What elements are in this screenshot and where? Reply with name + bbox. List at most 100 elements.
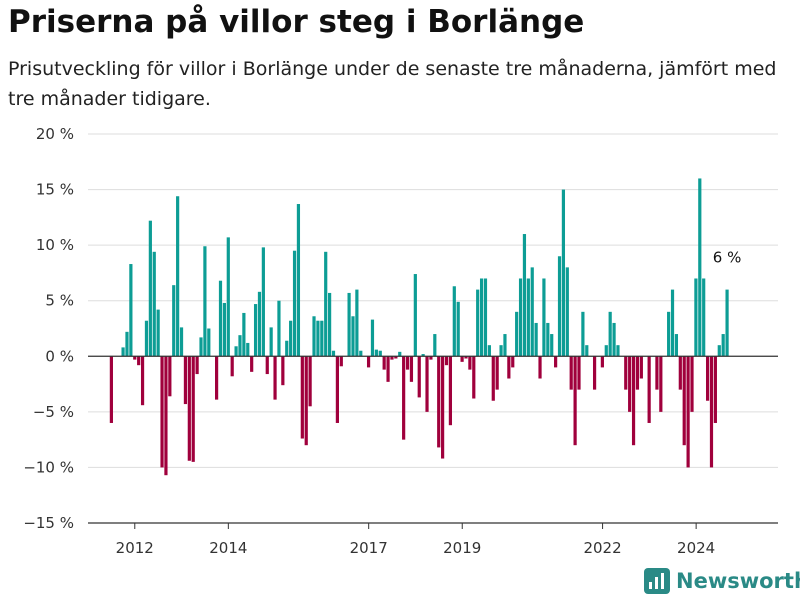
bar xyxy=(277,300,281,357)
bar xyxy=(452,286,456,357)
last-value-label: 6 % xyxy=(713,249,742,267)
bar xyxy=(507,356,511,379)
bar xyxy=(717,345,721,357)
bar xyxy=(538,356,542,379)
bar xyxy=(253,304,258,357)
bar xyxy=(409,356,414,382)
bar xyxy=(448,356,453,426)
bar xyxy=(433,334,437,357)
bar xyxy=(569,356,573,390)
y-tick-label: 20 % xyxy=(36,125,74,143)
bar xyxy=(612,322,616,357)
bar xyxy=(402,356,406,440)
bar xyxy=(705,356,710,401)
x-tick-label: 2022 xyxy=(583,539,621,557)
bar xyxy=(561,189,566,357)
bar xyxy=(292,250,297,357)
bar xyxy=(608,311,612,357)
bar xyxy=(624,356,628,390)
brand-logo: Newsworthy xyxy=(644,568,800,594)
bar xyxy=(635,356,640,390)
bar xyxy=(285,340,289,357)
bar xyxy=(686,356,690,468)
bar xyxy=(281,356,285,386)
bar xyxy=(109,356,113,423)
x-tick-label: 2012 xyxy=(116,539,154,557)
bar xyxy=(682,356,686,446)
bar xyxy=(698,178,702,357)
bar xyxy=(647,356,651,423)
bar xyxy=(152,251,156,357)
bar xyxy=(577,356,581,390)
bar xyxy=(331,350,336,357)
bar xyxy=(347,292,351,357)
bar xyxy=(304,356,308,446)
bar xyxy=(148,220,152,357)
bar xyxy=(639,356,643,379)
bar xyxy=(437,356,441,448)
bar xyxy=(183,356,188,405)
bar xyxy=(137,356,141,366)
bar xyxy=(585,345,589,357)
bar xyxy=(222,302,226,357)
bar xyxy=(125,331,129,357)
bar xyxy=(312,316,316,357)
bar xyxy=(164,356,168,476)
bar xyxy=(417,356,421,398)
bar xyxy=(300,356,304,439)
y-tick-label: −5 % xyxy=(33,403,74,421)
bar xyxy=(172,285,176,357)
bar xyxy=(168,356,172,397)
bar xyxy=(425,356,429,412)
bar xyxy=(713,356,717,423)
bar xyxy=(495,356,499,390)
bar xyxy=(335,356,339,423)
bar xyxy=(269,327,273,357)
bar xyxy=(511,356,515,368)
bar xyxy=(140,356,145,406)
bar xyxy=(659,356,663,412)
bar xyxy=(382,356,386,370)
bar xyxy=(195,356,199,375)
bar xyxy=(238,335,242,357)
bar xyxy=(386,356,390,382)
bar xyxy=(487,345,491,357)
bar xyxy=(460,356,464,362)
y-tick-label: −10 % xyxy=(23,458,74,476)
bar xyxy=(289,320,293,357)
bar xyxy=(655,356,659,390)
bar xyxy=(405,356,410,370)
bar xyxy=(592,356,597,390)
bar xyxy=(694,278,698,357)
bar xyxy=(600,356,604,368)
bar xyxy=(176,196,180,357)
chart-subtitle: Prisutveckling för villor i Borlänge und… xyxy=(8,58,777,110)
bar xyxy=(554,356,558,368)
bar xyxy=(351,316,355,357)
bar xyxy=(464,356,468,359)
bar xyxy=(444,356,449,366)
bar xyxy=(207,328,211,357)
bar xyxy=(257,291,262,357)
bar xyxy=(129,264,133,357)
bar xyxy=(429,356,433,360)
bar xyxy=(355,289,359,357)
bar xyxy=(573,356,577,446)
bar xyxy=(441,356,445,459)
bar xyxy=(273,356,277,400)
bar xyxy=(121,347,125,357)
bar xyxy=(690,356,694,412)
bar xyxy=(265,356,269,375)
bar xyxy=(203,246,207,357)
bar xyxy=(394,356,398,359)
bar xyxy=(534,322,538,357)
bar xyxy=(133,356,137,360)
bar xyxy=(604,345,608,357)
bar xyxy=(616,345,620,357)
y-tick-label: 15 % xyxy=(36,181,74,199)
bar xyxy=(515,311,519,357)
bar xyxy=(631,356,636,446)
bar xyxy=(156,309,160,357)
bar xyxy=(366,356,371,368)
x-tick-label: 2024 xyxy=(677,539,715,557)
